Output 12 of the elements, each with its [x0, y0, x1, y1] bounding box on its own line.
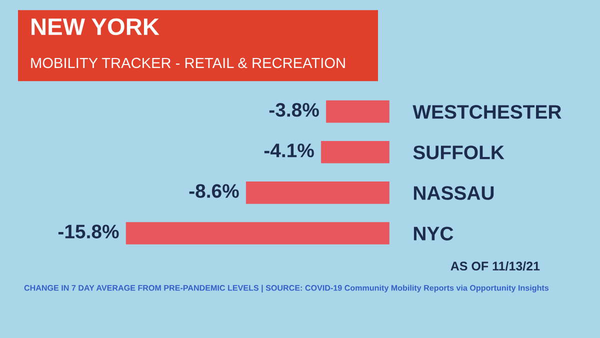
- y-tick-label: SUFFOLK: [413, 146, 504, 160]
- text: CHANGE IN 7 DAY AVERAGE FROM PRE-PANDEMIC LEVELS | SOURCE: COVID-19 Community Mobility Reports via Opportunity Insights: [24, 284, 549, 292]
- data-label: -3.8%: [269, 102, 319, 117]
- chart-title: NEW YORK: [32, 18, 160, 36]
- data-label: -15.8%: [58, 224, 119, 238]
- data-label: -8.6%: [189, 184, 239, 198]
- y-tick-label: NYC: [414, 226, 454, 240]
- data-label: -4.1%: [264, 144, 314, 158]
- text: AS OF 11/13/21: [450, 261, 540, 271]
- y-tick-label: WESTCHESTER: [412, 105, 562, 119]
- chart-subtitle: MOBILITY TRACKER - RETAIL & RECREATION: [31, 58, 345, 68]
- y-tick-label: NASSAU: [414, 186, 494, 200]
